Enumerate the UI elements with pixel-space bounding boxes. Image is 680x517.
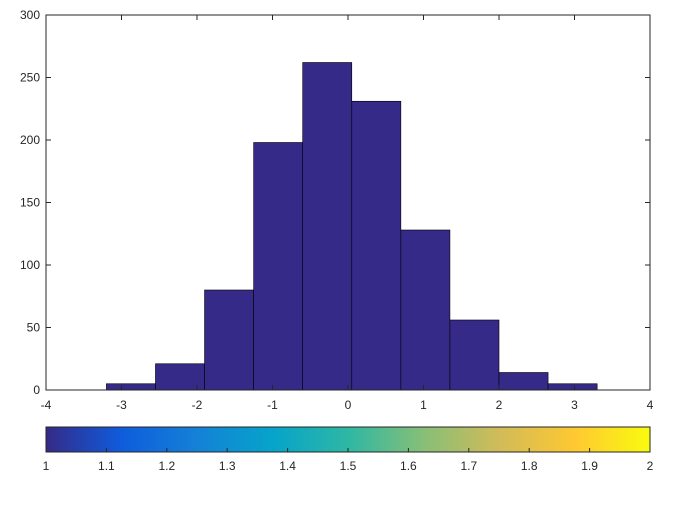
x-tick-label: -4	[41, 398, 52, 412]
histogram-bar	[400, 229, 451, 391]
histogram-bar	[351, 100, 402, 391]
colorbar-tick-label: 1.1	[98, 459, 115, 473]
x-tick-label: 4	[647, 398, 654, 412]
histogram-bar	[449, 319, 500, 391]
y-tick-label: 0	[33, 383, 40, 397]
colorbar-tick-labels: 1 1.1 1.2 1.3 1.4 1.5 1.6 1.7 1.8 1.9 2	[43, 459, 654, 473]
y-axis-tick-labels: 0 50 100 150 200 250 300	[20, 8, 40, 397]
x-tick-label: 2	[496, 398, 503, 412]
x-tick-label: -1	[267, 398, 278, 412]
colorbar-tick-label: 1.5	[340, 459, 357, 473]
colorbar-tick-label: 1.8	[521, 459, 538, 473]
y-tick-label: 200	[20, 133, 40, 147]
x-axis-tick-labels: -4 -3 -2 -1 0 1 2 3 4	[41, 398, 654, 412]
axis-ticks	[45, 14, 651, 391]
colorbar-tick-label: 1.3	[219, 459, 236, 473]
histogram-bar	[155, 363, 205, 391]
histogram-bar	[498, 372, 549, 391]
colorbar-tick-label: 1.9	[581, 459, 598, 473]
y-tick-label: 50	[27, 321, 41, 335]
colorbar-tick-label: 2	[647, 459, 654, 473]
histogram-bars	[106, 62, 598, 391]
histogram-bar	[106, 383, 156, 391]
colorbar-tick-label: 1	[43, 459, 50, 473]
colorbar-tick-label: 1.7	[460, 459, 477, 473]
y-tick-label: 150	[20, 196, 40, 210]
histogram-bar	[302, 62, 353, 391]
colorbar	[45, 426, 651, 453]
x-tick-label: -3	[116, 398, 127, 412]
y-tick-label: 250	[20, 71, 40, 85]
y-tick-label: 300	[20, 8, 40, 22]
colorbar-tick-label: 1.4	[279, 459, 296, 473]
x-tick-label: 0	[345, 398, 352, 412]
x-tick-label: -2	[192, 398, 203, 412]
histogram-bar	[204, 289, 254, 391]
colorbar-tick-label: 1.6	[400, 459, 417, 473]
colorbar-tick-label: 1.2	[158, 459, 175, 473]
x-tick-label: 1	[420, 398, 427, 412]
x-tick-label: 3	[571, 398, 578, 412]
histogram-bar	[547, 383, 598, 391]
histogram-bar	[253, 142, 304, 391]
colorbar-ticks	[45, 448, 651, 452]
y-tick-label: 100	[20, 258, 40, 272]
